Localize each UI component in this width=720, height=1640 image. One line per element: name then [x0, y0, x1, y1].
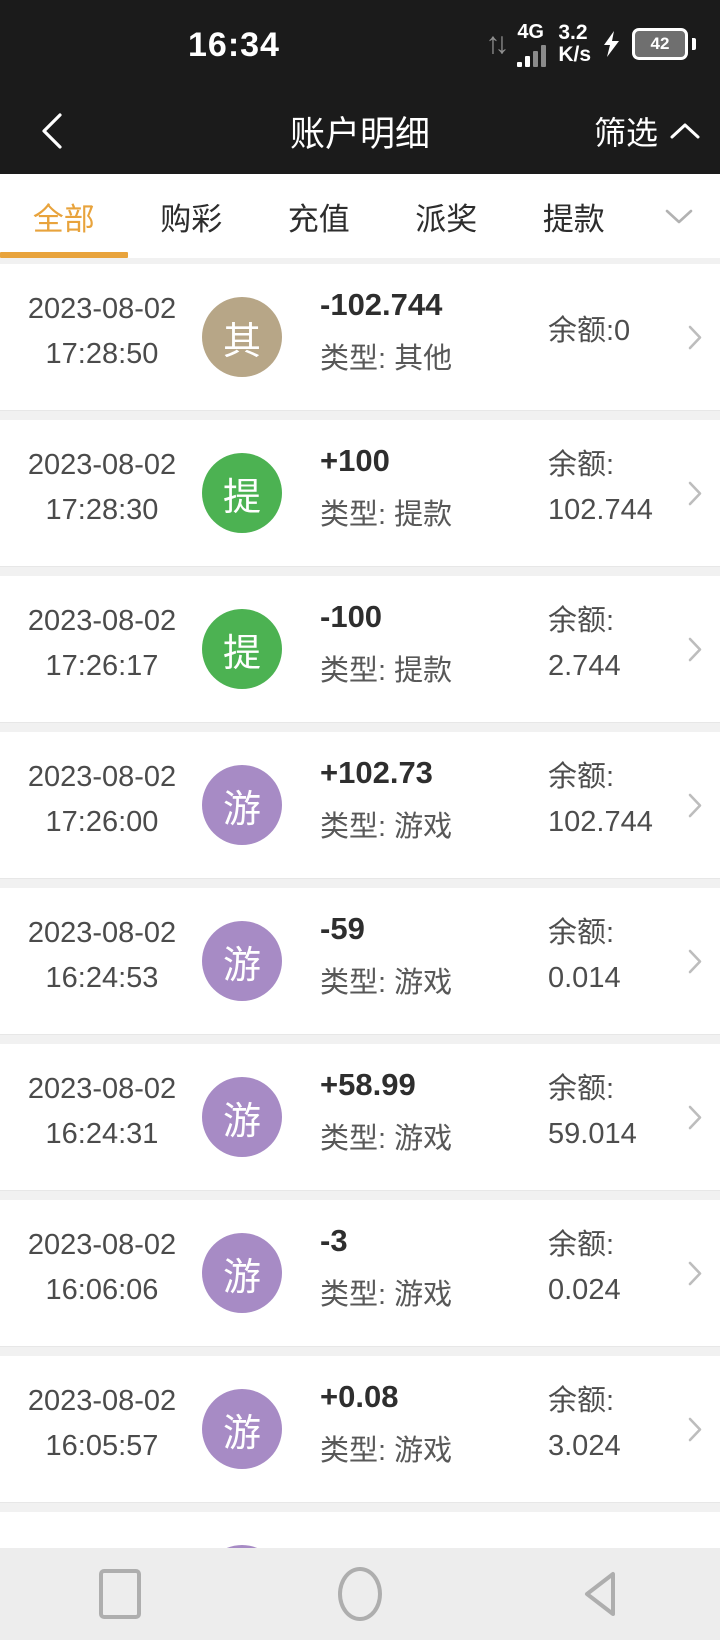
amount: +100 [320, 443, 390, 478]
balance: 余额: 59.014 [548, 1073, 637, 1150]
type-label: 类型: 提款 [320, 655, 453, 687]
clock: 16:34 [188, 26, 280, 64]
transaction-datetime: 2023-08-02 17:28:50 [27, 293, 177, 370]
tab-deposit[interactable]: 充值 [287, 201, 350, 237]
type-badge-withdraw: 提 [202, 609, 282, 689]
speed-unit: K/s [558, 43, 591, 66]
transaction-datetime: 2023-08-02 17:28:30 [27, 449, 177, 526]
nav-recents-button[interactable] [0, 1569, 240, 1619]
chevron-right-icon [688, 325, 702, 350]
balance: 余额: 102.744 [548, 449, 653, 526]
type-label: 类型: 其他 [320, 343, 453, 375]
balance: 余额: 102.744 [548, 761, 653, 838]
balance: 余额: 2.744 [548, 605, 621, 682]
amount: -59 [320, 911, 365, 946]
chevron-up-icon [670, 123, 700, 139]
transaction-datetime: 2023-08-02 16:24:53 [27, 917, 177, 994]
filter-button[interactable]: 筛选 [594, 88, 700, 174]
battery-level: 42 [650, 34, 670, 53]
android-nav-bar [0, 1548, 720, 1640]
amount: -102.744 [320, 287, 443, 322]
transaction-datetime: 2023-08-02 16:24:31 [27, 1073, 177, 1150]
type-label: 类型: 游戏 [320, 967, 453, 999]
type-badge-game: 游 [202, 1389, 282, 1469]
type-label: 类型: 游戏 [320, 811, 453, 843]
chevron-right-icon [688, 1261, 702, 1286]
charging-bolt-icon [604, 31, 619, 57]
tab-prize[interactable]: 派奖 [415, 201, 478, 237]
chevron-right-icon [688, 1105, 702, 1130]
signal-bars-icon [517, 44, 547, 67]
status-bar: 16:34 ↑↓ 4G 3.2 K/s 42 [0, 0, 720, 88]
recents-square-icon [99, 1569, 141, 1619]
amount: +102.73 [320, 755, 433, 790]
chevron-down-icon [665, 209, 693, 223]
transaction-datetime: 2023-08-02 16:06:06 [27, 1229, 177, 1306]
page-title: 账户明细 [289, 114, 430, 154]
battery-icon: 42 [632, 28, 696, 60]
amount: +0.08 [320, 1379, 399, 1414]
tabbar-divider [0, 258, 720, 264]
status-bar-right: ↑↓ 4G 3.2 K/s 42 [485, 0, 696, 88]
balance: 余额: 3.024 [548, 1385, 621, 1462]
type-badge-game: 游 [202, 921, 282, 1001]
type-badge-game: 游 [202, 765, 282, 845]
transaction-row[interactable]: 2023-08-02 16:06:06 游 -3 类型: 游戏 余额: 0.024 [0, 1200, 720, 1347]
tabs-expand-button[interactable] [638, 174, 720, 258]
back-chevron-icon [42, 113, 62, 149]
type-label: 类型: 游戏 [320, 1279, 453, 1311]
filter-label: 筛选 [593, 115, 658, 151]
transaction-list[interactable]: 2023-08-02 17:28:50 其 -102.744 类型: 其他 余额:… [0, 264, 720, 1640]
chevron-right-icon [688, 793, 702, 818]
back-triangle-icon [585, 1572, 615, 1616]
chevron-right-icon [688, 481, 702, 506]
data-updown-arrows-icon: ↑↓ [485, 27, 509, 60]
app-header: 账户明细 筛选 [0, 88, 720, 174]
back-button[interactable] [22, 88, 82, 174]
transaction-row[interactable]: 2023-08-02 17:26:00 游 +102.73 类型: 游戏 余额: 1… [0, 732, 720, 879]
nav-back-button[interactable] [480, 1571, 720, 1617]
transaction-row[interactable]: 2023-08-02 16:24:53 游 -59 类型: 游戏 余额: 0.014 [0, 888, 720, 1035]
transaction-row[interactable]: 2023-08-02 17:28:30 提 +100 类型: 提款 余额: 102.… [0, 420, 720, 567]
balance: 余额: 0.014 [548, 917, 621, 994]
transaction-datetime: 2023-08-02 17:26:00 [27, 761, 177, 838]
type-label: 类型: 提款 [320, 499, 453, 531]
tab-withdraw[interactable]: 提款 [542, 201, 605, 237]
active-tab-underline [0, 252, 128, 258]
filter-tabs: 全部 购彩 充值 派奖 提款 [0, 174, 720, 258]
transaction-row[interactable]: 2023-08-02 16:05:57 游 +0.08 类型: 游戏 余额: 3.0… [0, 1356, 720, 1503]
type-badge-game: 游 [202, 1233, 282, 1313]
network-indicator: 4G [517, 20, 547, 67]
chevron-right-icon [688, 1417, 702, 1442]
amount: -3 [320, 1223, 348, 1258]
transaction-row[interactable]: 2023-08-02 16:24:31 游 +58.99 类型: 游戏 余额: 59… [0, 1044, 720, 1191]
balance: 余额:0 [548, 315, 631, 347]
home-circle-icon [338, 1567, 382, 1621]
transaction-row[interactable]: 2023-08-02 17:28:50 其 -102.744 类型: 其他 余额:… [0, 264, 720, 411]
transaction-datetime: 2023-08-02 16:05:57 [27, 1385, 177, 1462]
type-badge-withdraw: 提 [202, 453, 282, 533]
transaction-datetime: 2023-08-02 17:26:17 [27, 605, 177, 682]
type-label: 类型: 游戏 [320, 1435, 453, 1467]
type-badge-game: 游 [202, 1077, 282, 1157]
speed-value: 3.2 [558, 20, 588, 44]
network-type-label: 4G [517, 20, 544, 43]
type-label: 类型: 游戏 [320, 1123, 453, 1155]
chevron-right-icon [688, 637, 702, 662]
amount: +58.99 [320, 1067, 416, 1102]
amount: -100 [320, 599, 383, 634]
chevron-right-icon [688, 949, 702, 974]
nav-home-button[interactable] [240, 1567, 480, 1621]
tab-lottery[interactable]: 购彩 [160, 201, 223, 237]
network-speed: 3.2 K/s [558, 20, 591, 66]
transaction-row[interactable]: 2023-08-02 17:26:17 提 -100 类型: 提款 余额: 2.74… [0, 576, 720, 723]
tab-all[interactable]: 全部 [0, 174, 128, 258]
type-badge-other: 其 [202, 297, 282, 377]
balance: 余额: 0.024 [548, 1229, 621, 1306]
